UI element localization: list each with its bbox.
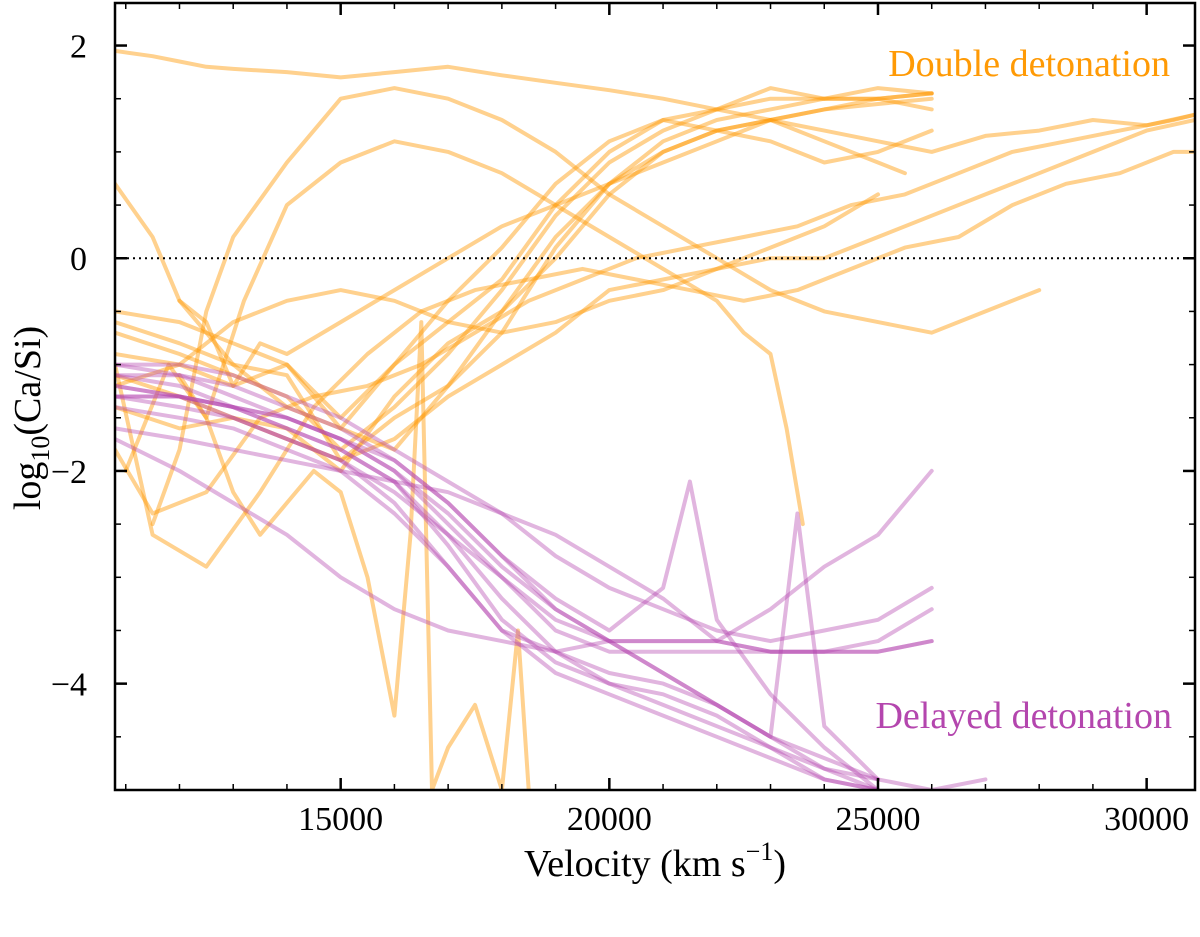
annotation-double-detonation: Double detonation (888, 43, 1170, 85)
double-detonation-line-13 (177, 320, 531, 790)
x-tick-layer: 15000 20000 25000 30000 (124, 3, 1189, 838)
delayed-detonation-line-2 (115, 383, 880, 790)
double-detonation-line-10 (115, 118, 907, 452)
x-tick-label: 30000 (1104, 801, 1189, 838)
series-layer (115, 48, 1195, 790)
y-tick-label: −2 (51, 454, 87, 491)
double-detonation-line-3 (115, 86, 934, 420)
y-axis-label-suffix: (Ca/Si) (7, 326, 49, 436)
x-tick-label: 15000 (298, 801, 383, 838)
annotation-delayed-detonation: Delayed detonation (875, 695, 1172, 737)
double-detonation-line-12 (123, 139, 805, 527)
y-tick-label: 0 (70, 241, 87, 278)
delayed-detonation-line-1 (115, 373, 880, 790)
x-axis-label-close: ) (773, 843, 786, 885)
double-detonation-line-7 (115, 112, 1195, 516)
y-axis-label: log10(Ca/Si) (7, 326, 55, 510)
double-detonation-line-15 (115, 192, 880, 388)
x-axis-label-main: Velocity (km s (524, 843, 746, 885)
double-detonation-line-14 (177, 91, 934, 388)
double-detonation-line-4 (115, 96, 934, 473)
delayed-detonation-line-10 (115, 383, 880, 782)
double-detonation-line-1 (115, 91, 934, 463)
double-detonation-line-9 (115, 48, 1195, 154)
double-detonation-line-11 (150, 86, 1042, 527)
y-tick-label: −4 (51, 667, 87, 704)
y-axis-label-prefix: log (7, 462, 49, 511)
y-axis-label-subscript: 10 (26, 436, 55, 462)
plot-frame (113, 1, 1197, 792)
delayed-detonation-line-4 (115, 394, 934, 654)
y-tick-label: 2 (70, 29, 87, 66)
x-tick-label: 25000 (835, 801, 920, 838)
delayed-detonation-line-3 (115, 362, 934, 654)
double-detonation-line-6 (115, 118, 1195, 463)
x-axis-label-superscript: −1 (746, 837, 774, 866)
delayed-detonation-line-9 (115, 405, 880, 790)
delayed-detonation-line-5 (115, 362, 934, 644)
double-detonation-line-8 (115, 149, 1195, 569)
y-tick-layer: 2 0 −2 −4 (51, 29, 1195, 738)
double-detonation-line-5 (115, 118, 934, 431)
x-tick-label: 20000 (567, 801, 652, 838)
x-axis-label: Velocity (km s−1) (524, 837, 786, 885)
delayed-detonation-line-8 (115, 394, 880, 782)
delayed-detonation-line-7 (115, 437, 934, 654)
delayed-detonation-line-6 (115, 426, 934, 644)
delayed-detonation-line-12 (115, 394, 988, 790)
double-detonation-line-2 (115, 86, 934, 452)
delayed-detonation-line-11 (115, 373, 880, 790)
